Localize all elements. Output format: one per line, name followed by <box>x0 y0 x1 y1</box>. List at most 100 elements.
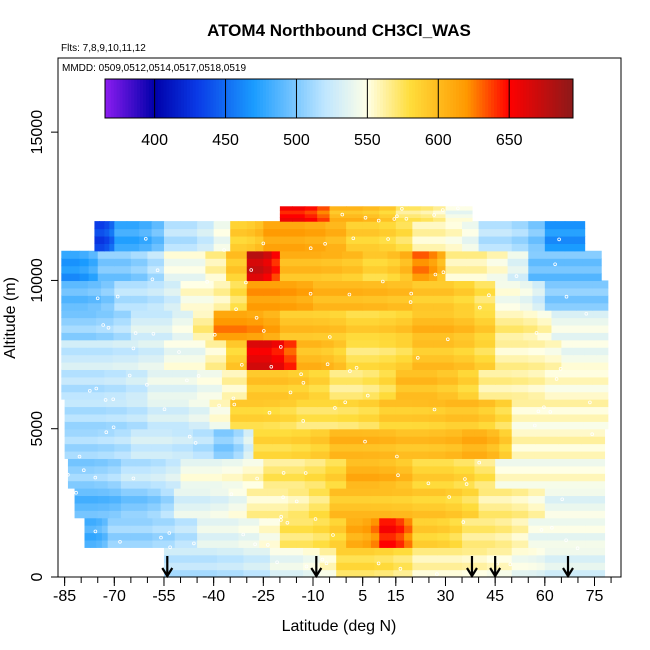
colorbar-swatch <box>456 79 460 118</box>
heatmap-cell <box>478 502 496 511</box>
heatmap-cell <box>267 376 289 385</box>
heatmap-cell <box>549 480 578 489</box>
heatmap-cell <box>70 265 81 274</box>
heatmap-cell <box>209 399 231 408</box>
heatmap-cell <box>151 436 173 445</box>
heatmap-cell <box>579 317 595 326</box>
heatmap-cell <box>478 421 496 430</box>
heatmap-cell <box>321 339 335 348</box>
heatmap-cell <box>536 562 546 571</box>
heatmap-cell <box>317 406 339 415</box>
colorbar-tick-label: 600 <box>425 132 452 149</box>
heatmap-cell <box>74 302 89 311</box>
colorbar-swatch <box>353 79 358 118</box>
heatmap-cell <box>201 465 223 474</box>
heatmap-cell <box>593 332 609 341</box>
heatmap-cell <box>246 421 264 430</box>
heatmap-cell <box>453 465 476 474</box>
colorbar-swatch <box>245 79 249 118</box>
heatmap-cell <box>246 273 256 282</box>
colorbar-swatch <box>192 79 197 118</box>
heatmap-cell <box>535 399 561 408</box>
heatmap-cell <box>478 369 496 378</box>
heatmap-cell <box>279 295 298 304</box>
heatmap-cell <box>453 339 476 348</box>
heatmap-cell <box>474 354 496 363</box>
heatmap-cell <box>246 221 256 230</box>
heatmap-cell <box>210 510 230 519</box>
heatmap-cell <box>395 539 405 548</box>
sample-point <box>351 236 356 241</box>
heatmap-cell <box>379 532 389 541</box>
heatmap-cell <box>279 525 298 534</box>
heatmap-cell <box>96 317 115 326</box>
heatmap-cell <box>565 324 581 333</box>
heatmap-cell <box>379 361 397 370</box>
sample-point <box>131 346 136 351</box>
heatmap-cell <box>317 209 331 215</box>
heatmap-cell <box>184 339 206 348</box>
heatmap-cell <box>474 302 496 311</box>
heatmap-cell <box>395 369 418 378</box>
heatmap-cell <box>246 280 264 289</box>
heatmap-cell <box>519 287 534 296</box>
colorbar-swatch <box>488 79 492 118</box>
heatmap-cell <box>325 228 347 237</box>
heatmap-cell <box>433 332 455 341</box>
heatmap-cell <box>263 280 281 289</box>
heatmap-cell <box>213 443 225 452</box>
heatmap-cell <box>358 413 380 422</box>
colorbar-swatch <box>564 79 568 118</box>
heatmap-cell <box>126 221 140 230</box>
heatmap-cell <box>528 347 546 356</box>
heatmap-cell <box>486 562 513 571</box>
heatmap-cell <box>106 413 128 422</box>
sample-point <box>542 405 546 410</box>
heatmap-cell <box>428 421 447 430</box>
heatmap-cell <box>329 317 347 326</box>
colorbar-swatch <box>444 79 448 118</box>
heatmap-cell <box>329 369 347 378</box>
heatmap-cell <box>197 391 223 400</box>
heatmap-cell <box>300 265 322 274</box>
heatmap-cell <box>101 287 115 296</box>
heatmap-cell <box>172 450 194 459</box>
heatmap-cell <box>303 554 321 563</box>
heatmap-cell <box>391 502 413 511</box>
heatmap-cell <box>433 302 455 311</box>
heatmap-cell <box>437 258 447 267</box>
sample-point <box>104 430 109 435</box>
heatmap-cell <box>163 339 186 348</box>
heatmap-cell <box>192 310 215 319</box>
sample-point <box>127 373 132 378</box>
heatmap-cell <box>412 273 422 282</box>
heatmap-cell <box>528 554 538 563</box>
colorbar-swatch <box>529 79 533 118</box>
heatmap-cell <box>495 317 510 326</box>
heatmap-cell <box>393 547 413 556</box>
heatmap-cell <box>286 569 304 578</box>
heatmap-cell <box>412 280 434 289</box>
heatmap-cell <box>205 265 227 274</box>
colorbar-swatch <box>432 79 437 118</box>
heatmap-cell <box>114 287 132 296</box>
colorbar-swatch <box>222 79 226 118</box>
heatmap-cell <box>104 369 127 378</box>
heatmap-cell <box>478 384 496 393</box>
heatmap-cell <box>478 532 496 541</box>
sample-point <box>550 525 554 530</box>
heatmap-cell <box>574 495 591 504</box>
sample-point <box>118 539 122 544</box>
colorbar-swatch <box>289 79 293 118</box>
colorbar-swatch <box>514 79 518 118</box>
heatmap-cell <box>574 235 586 244</box>
heatmap-cell <box>462 488 480 497</box>
heatmap-cell <box>269 547 288 556</box>
heatmap-cell <box>304 221 327 230</box>
heatmap-cell <box>304 243 327 252</box>
heatmap-cell <box>445 209 453 215</box>
heatmap-cell <box>379 428 397 437</box>
heatmap-cell <box>190 569 218 578</box>
sample-point <box>177 350 181 354</box>
sample-point <box>363 215 368 220</box>
